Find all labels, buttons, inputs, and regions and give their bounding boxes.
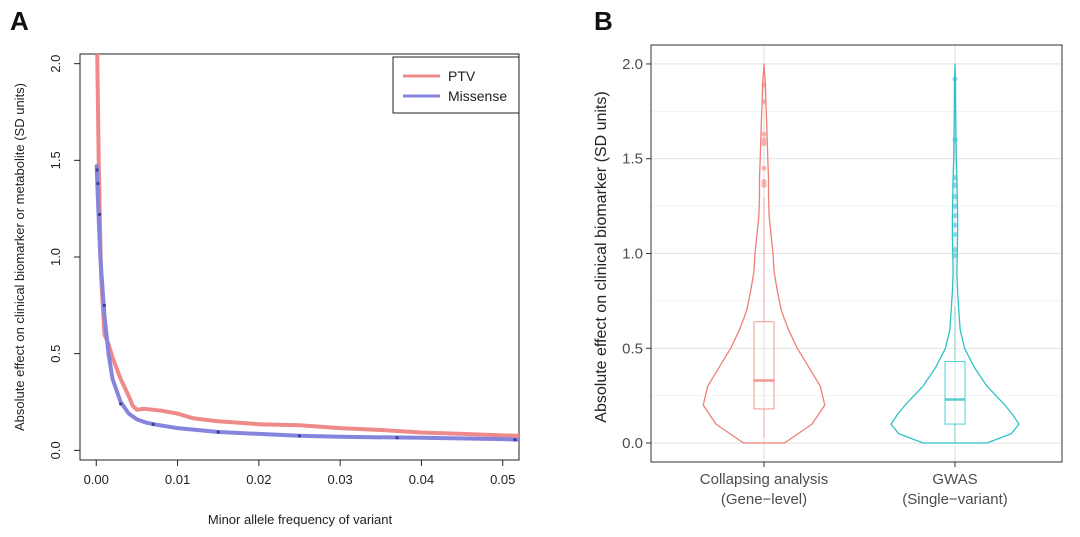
y-tick-label: 0.5 [48, 345, 63, 363]
outlier-point [952, 252, 958, 258]
x-category-label-line2: (Gene−level) [721, 491, 807, 508]
series-point-missense [395, 436, 399, 440]
series-point-missense [151, 422, 155, 426]
x-category-label-line2: (Single−variant) [902, 491, 1007, 508]
outlier-point [952, 222, 958, 228]
panel-b-label: B [594, 6, 613, 36]
outlier-point [952, 212, 958, 219]
y-axis-title: Absolute effect on clinical biomarker (S… [593, 91, 610, 422]
y-tick-label: 1.0 [622, 246, 643, 263]
series-point-missense [95, 168, 99, 172]
x-category-label-line1: Collapsing analysis [700, 471, 828, 488]
outlier-point [952, 203, 958, 209]
violin-group-1 [702, 63, 826, 444]
series-point-missense [216, 430, 220, 434]
y-tick-label: 0.0 [622, 435, 643, 452]
legend-box [392, 56, 520, 114]
panel-a-label: A [10, 6, 29, 36]
x-tick-label: 0.05 [490, 472, 515, 487]
panel-a-legend: PTV Missense [392, 56, 520, 114]
outlier-point [952, 231, 958, 238]
outlier-point [761, 131, 767, 137]
x-category-label-line1: GWAS [932, 471, 977, 488]
series-line-missense [94, 164, 519, 442]
panel-b-chart: 0.0 0.5 1.0 1.5 2.0 Collapsing analysis (Gene−… [593, 44, 1063, 508]
x-tick-label: 0.02 [246, 472, 271, 487]
outlier-point [761, 165, 767, 171]
outlier-point [952, 137, 958, 143]
y-tick-label: 1.5 [622, 151, 643, 168]
violin-group-2 [890, 63, 1020, 444]
outlier-point [761, 82, 767, 88]
outlier-point [952, 247, 958, 253]
box-iqr [944, 360, 966, 425]
box-iqr [753, 321, 775, 410]
y-axis-title: Absolute effect on clinical biomarker or… [12, 83, 27, 431]
y-tick-label: 0.0 [48, 441, 63, 459]
y-tick-label: 0.5 [622, 340, 643, 357]
x-axis-title: Minor allele frequency of variant [208, 512, 393, 527]
series-point-missense [97, 212, 102, 217]
series-point-missense [96, 181, 100, 186]
outlier-point [761, 140, 767, 147]
violin-shape [702, 63, 826, 444]
outlier-point [952, 194, 958, 200]
panel-a-chart: 0.00 0.01 0.02 0.03 0.04 0.05 0.0 0.5 1.0 1.5 2.0 M… [12, 53, 520, 527]
legend-label-missense: Missense [448, 88, 507, 104]
x-tick-label: 0.04 [409, 472, 434, 487]
x-tick-label: 0.01 [165, 472, 190, 487]
panel-a-plot-frame [79, 53, 520, 461]
outlier-point [761, 178, 767, 185]
series-point-missense [513, 438, 517, 442]
violin-shape [890, 63, 1020, 444]
outlier-point [952, 175, 958, 181]
series-point-missense [119, 402, 123, 406]
x-tick-label: 0.03 [327, 472, 352, 487]
y-tick-label: 2.0 [622, 56, 643, 73]
series-point-missense [297, 434, 302, 438]
panel-a-series-group [94, 54, 519, 442]
y-tick-label: 1.5 [48, 151, 63, 169]
legend-label-ptv: PTV [448, 68, 476, 84]
outlier-point [761, 182, 767, 188]
outlier-point [952, 76, 958, 82]
y-tick-label: 2.0 [48, 55, 63, 73]
x-tick-label: 0.00 [84, 472, 109, 487]
outlier-point [952, 182, 958, 188]
y-tick-label: 1.0 [48, 248, 63, 266]
outlier-point [761, 137, 767, 143]
series-point-missense [102, 303, 106, 307]
outlier-point [761, 99, 767, 105]
